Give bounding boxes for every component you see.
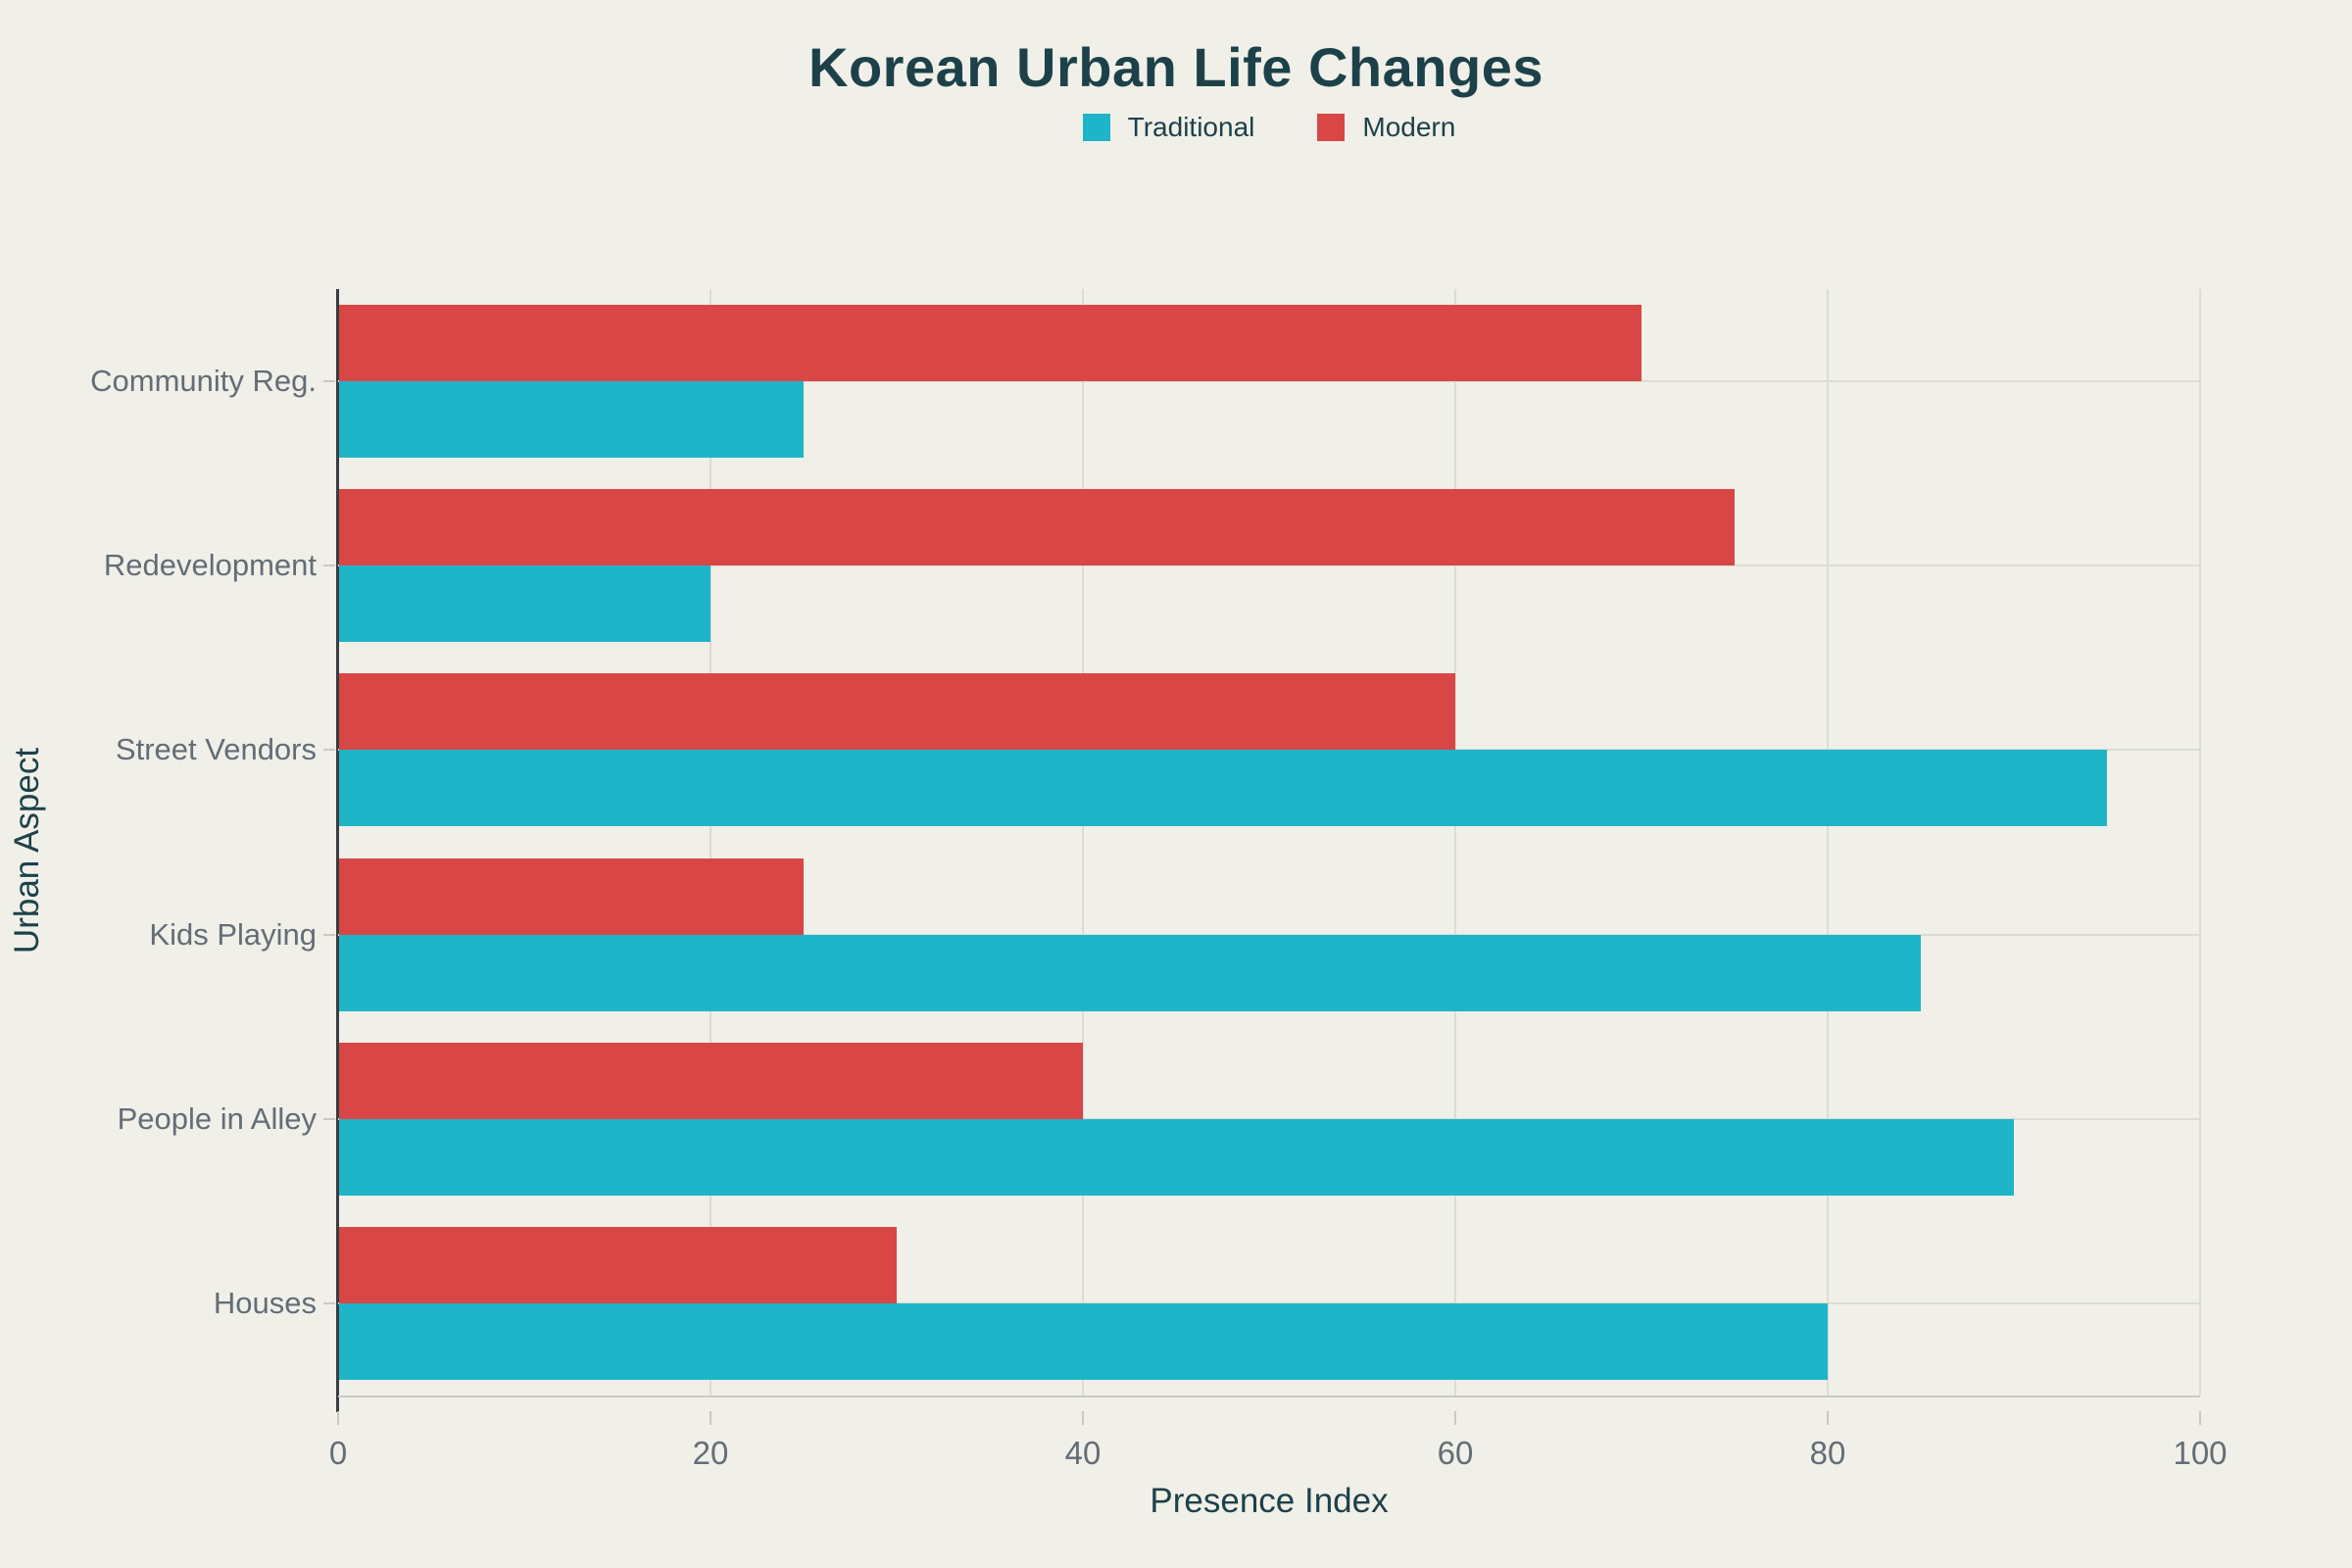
gridline-x-100 [2199, 289, 2201, 1396]
x-tick-mark-0 [337, 1411, 339, 1425]
y-tick-mark [323, 1117, 335, 1120]
legend-swatch-traditional [1082, 114, 1110, 141]
legend-label: Modern [1362, 112, 1456, 142]
bar-modern-community-reg[interactable] [339, 305, 1642, 382]
x-tick-label-0: 0 [328, 1435, 348, 1471]
legend-item-modern[interactable]: Modern [1317, 112, 1455, 143]
gridline-y-0 [338, 380, 2200, 383]
gridline-y-1 [338, 564, 2200, 567]
gridline-x-40 [1082, 289, 1084, 1396]
x-tick-mark-60 [1454, 1411, 1456, 1425]
x-axis-title: Presence Index [1150, 1482, 1389, 1520]
y-axis-title: Urban Aspect [8, 747, 46, 955]
gridline-x-80 [1827, 289, 1829, 1396]
x-tick-mark-40 [1082, 1411, 1084, 1425]
y-tick-mark [323, 564, 335, 567]
bar-traditional-street-vendors[interactable] [339, 750, 2107, 827]
y-tick-mark [323, 933, 335, 936]
chart-title: Korean Urban Life Changes [808, 36, 1544, 98]
x-tick-mark-20 [710, 1411, 711, 1425]
legend-label: Traditional [1127, 112, 1255, 142]
y-tick-mark [323, 1301, 335, 1304]
plot-area: 0 20 40 60 80 100 Community Reg. Redevelopment S… [90, 289, 2228, 1471]
y-tick-label: Community Reg. [90, 364, 317, 399]
y-axis-line [336, 289, 339, 1412]
x-tick-label-40: 40 [1064, 1435, 1102, 1471]
bar-traditional-redevelopment[interactable] [339, 565, 710, 643]
x-axis-line [338, 1396, 2200, 1397]
legend-item-traditional[interactable]: Traditional [1082, 112, 1255, 143]
x-tick-mark-80 [1827, 1411, 1829, 1425]
x-tick-label-60: 60 [1437, 1435, 1474, 1471]
bar-modern-kids-playing[interactable] [339, 858, 804, 935]
x-tick-mark-100 [2199, 1411, 2201, 1425]
x-tick-label-20: 20 [692, 1435, 729, 1471]
y-tick-mark [323, 380, 335, 383]
bar-traditional-houses[interactable] [339, 1302, 1828, 1380]
x-tick-label-100: 100 [2173, 1435, 2228, 1471]
bar-traditional-kids-playing[interactable] [339, 934, 1921, 1011]
chart-legend: Traditional Modern [338, 112, 2200, 143]
legend-swatch-modern [1317, 114, 1346, 141]
bar-modern-houses[interactable] [339, 1226, 897, 1303]
y-tick-label: Redevelopment [103, 548, 317, 583]
y-tick-mark [323, 749, 335, 752]
bar-modern-redevelopment[interactable] [339, 489, 1735, 566]
y-tick-label: People in Alley [117, 1101, 317, 1136]
bar-modern-people-in-alley[interactable] [339, 1042, 1083, 1119]
y-tick-label: Kids Playing [149, 916, 317, 952]
bar-modern-street-vendors[interactable] [339, 673, 1455, 751]
x-tick-label-80: 80 [1809, 1435, 1846, 1471]
gridline-x-60 [1454, 289, 1456, 1396]
y-tick-label: Houses [213, 1285, 317, 1320]
bar-traditional-people-in-alley[interactable] [339, 1118, 2014, 1196]
gridline-x-20 [710, 289, 711, 1396]
bar-traditional-community-reg[interactable] [339, 381, 804, 459]
y-tick-label: Street Vendors [115, 732, 317, 767]
